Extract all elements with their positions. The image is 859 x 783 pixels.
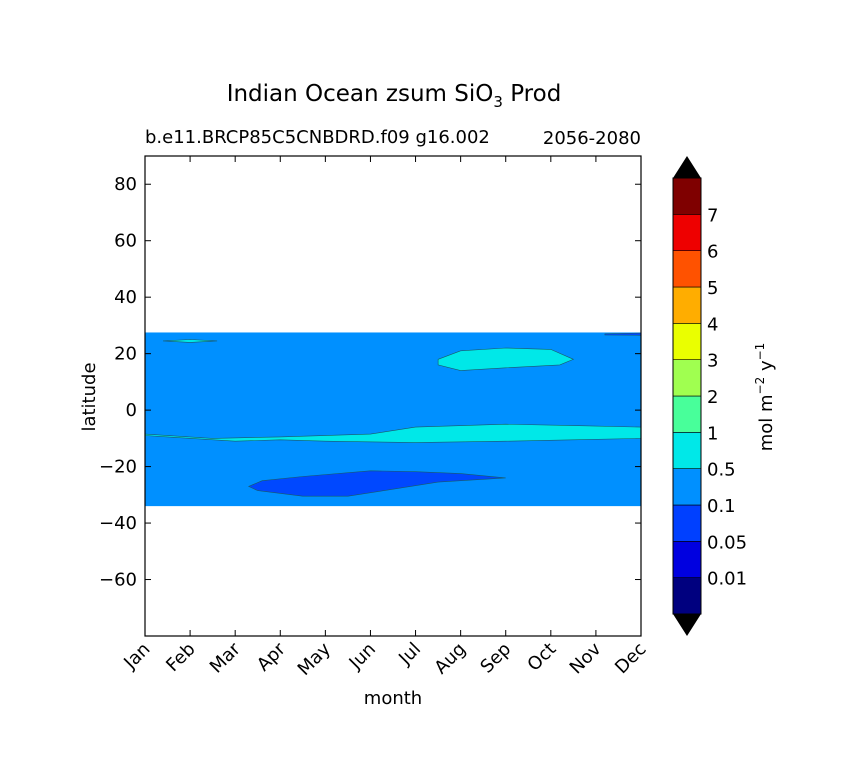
colorbar-swatch	[672, 468, 702, 506]
colorbar-tick-label: 0.05	[707, 532, 747, 553]
contour-band-0.5-1-equatorial	[145, 423, 641, 443]
x-tick-label: Nov	[566, 638, 606, 678]
colorbar-tick-label: 7	[707, 205, 718, 226]
chart-title-rest: Prod	[503, 81, 561, 107]
chart-title-subscript: 3	[493, 93, 503, 111]
contour-band-0.05-0.1-edge	[604, 332, 641, 336]
colorbar-tick-label: 0.5	[707, 460, 736, 481]
colorbar-swatch	[672, 541, 702, 578]
colorbar-swatch	[672, 214, 702, 251]
y-tick-label: 20	[114, 344, 137, 365]
colorbar-label: mol m−2 y−1	[753, 343, 777, 452]
plot-frame	[144, 155, 642, 637]
x-tick-label: Jun	[345, 639, 380, 674]
x-tick-label: May	[294, 638, 335, 679]
contour-band-0.5-1-north	[437, 347, 575, 371]
contour-band-0.05-0.1-south	[247, 470, 506, 497]
colorbar-swatch	[672, 323, 702, 360]
colorbar: 0.01 0.05 0.1 0.5 1 2 3 4 5 6 7	[672, 156, 747, 636]
colorbar-tick-label: 2	[707, 387, 718, 408]
y-tick-label: 0	[126, 400, 137, 421]
chart-title: Indian Ocean zsum SiO3 Prod	[227, 81, 562, 111]
plot-data-region	[145, 332, 641, 507]
x-tick-label: Mar	[206, 638, 245, 677]
x-tick-label: Dec	[611, 639, 650, 678]
colorbar-swatch	[672, 250, 702, 288]
chart-subtitle-right: 2056-2080	[543, 128, 641, 149]
colorbar-swatch	[672, 286, 702, 324]
chart-subtitle-left: b.e11.BRCP85C5CNBDRD.f09 g16.002	[145, 127, 490, 148]
x-tick-label: Oct	[523, 639, 560, 676]
colorbar-label-mid: y	[756, 360, 777, 377]
colorbar-frame	[672, 177, 702, 615]
colorbar-swatch	[672, 177, 702, 215]
colorbar-tick-label: 5	[707, 278, 718, 299]
y-tick-label: 80	[114, 174, 137, 195]
colorbar-tick-label: 0.01	[707, 569, 747, 590]
x-tick-label: Jul	[394, 639, 425, 670]
colorbar-tick-label: 3	[707, 351, 718, 372]
x-axis-label: month	[364, 688, 422, 709]
colorbar-swatch	[672, 504, 702, 542]
y-tick-label: 40	[114, 287, 137, 308]
colorbar-swatch	[672, 432, 702, 469]
colorbar-tick-label: 4	[707, 314, 718, 335]
colorbar-tick-label: 1	[707, 423, 718, 444]
colorbar-extend-min	[673, 614, 701, 636]
x-tick-label: Feb	[162, 639, 199, 676]
colorbar-label-exp2: −1	[753, 343, 767, 361]
x-tick-label: Apr	[253, 638, 290, 675]
y-tick-label: −20	[99, 457, 137, 478]
y-tick-label: 60	[114, 231, 137, 252]
colorbar-tick-label: 6	[707, 242, 718, 263]
y-tick-label: −40	[99, 513, 137, 534]
contour-band-0.5-1-small	[162, 339, 218, 343]
y-axis: 80 60 40 20 0 −20 −40 −60	[99, 174, 641, 591]
colorbar-swatch	[672, 577, 702, 615]
y-tick-label: −60	[99, 570, 137, 591]
x-tick-label: Aug	[430, 639, 470, 679]
colorbar-extend-max	[673, 156, 701, 178]
colorbar-swatch	[672, 359, 702, 397]
colorbar-label-exp1: −2	[753, 377, 767, 395]
y-axis-label: latitude	[79, 362, 100, 431]
x-tick-label: Sep	[476, 639, 515, 678]
colorbar-swatch	[672, 395, 702, 433]
x-tick-label: Jan	[119, 639, 154, 674]
colorbar-tick-label: 0.1	[707, 496, 736, 517]
